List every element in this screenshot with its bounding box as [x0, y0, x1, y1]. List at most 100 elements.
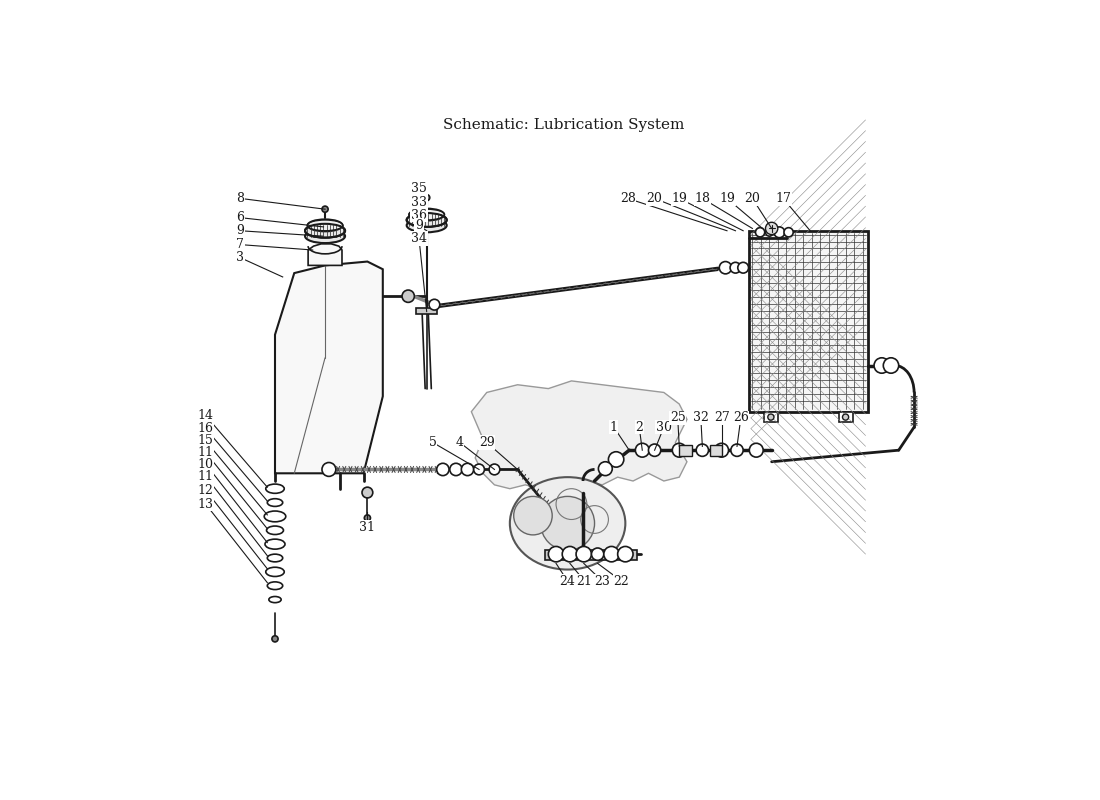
- Circle shape: [562, 546, 578, 562]
- Text: 23: 23: [594, 574, 610, 587]
- Circle shape: [541, 496, 595, 550]
- Circle shape: [576, 546, 592, 562]
- Circle shape: [774, 227, 784, 238]
- Text: 31: 31: [360, 521, 375, 534]
- Circle shape: [738, 262, 748, 273]
- Text: 7: 7: [236, 238, 244, 251]
- Bar: [416, 308, 438, 314]
- Ellipse shape: [265, 539, 285, 549]
- Text: 2: 2: [636, 421, 644, 434]
- Ellipse shape: [267, 582, 283, 590]
- Text: 22: 22: [614, 574, 629, 587]
- Text: 28: 28: [619, 192, 636, 205]
- Text: 29: 29: [478, 436, 495, 449]
- Circle shape: [766, 222, 778, 234]
- Circle shape: [592, 548, 604, 560]
- Text: 25: 25: [670, 411, 685, 424]
- Text: 13: 13: [198, 498, 213, 510]
- Circle shape: [272, 636, 278, 642]
- Polygon shape: [308, 244, 342, 266]
- Ellipse shape: [266, 484, 284, 494]
- Polygon shape: [275, 262, 383, 474]
- Text: 18: 18: [694, 192, 711, 205]
- Circle shape: [514, 496, 552, 535]
- Text: 33: 33: [411, 196, 427, 209]
- Ellipse shape: [267, 554, 283, 562]
- Ellipse shape: [409, 209, 444, 221]
- Bar: [763, 412, 778, 422]
- Circle shape: [364, 515, 371, 521]
- Polygon shape: [472, 381, 686, 489]
- Ellipse shape: [407, 218, 447, 232]
- Text: 24: 24: [560, 574, 575, 587]
- Circle shape: [843, 414, 849, 420]
- Text: 8: 8: [236, 192, 244, 205]
- Circle shape: [696, 444, 708, 456]
- Text: 6: 6: [236, 211, 244, 224]
- Bar: [711, 445, 723, 455]
- Circle shape: [874, 358, 890, 373]
- Circle shape: [784, 228, 793, 237]
- Text: 12: 12: [198, 484, 213, 497]
- Ellipse shape: [268, 597, 282, 602]
- Text: 3: 3: [236, 251, 244, 264]
- Bar: [838, 412, 853, 422]
- Circle shape: [730, 444, 744, 456]
- Circle shape: [730, 262, 741, 273]
- Ellipse shape: [307, 219, 343, 231]
- Ellipse shape: [267, 498, 283, 506]
- Circle shape: [450, 463, 462, 476]
- Text: 10: 10: [198, 458, 213, 470]
- Circle shape: [424, 194, 430, 201]
- Text: 27: 27: [714, 411, 729, 424]
- Circle shape: [883, 358, 899, 373]
- Circle shape: [768, 414, 774, 420]
- Text: 14: 14: [198, 409, 213, 422]
- Circle shape: [608, 452, 624, 467]
- Text: 20: 20: [647, 192, 662, 205]
- Text: 9: 9: [415, 219, 422, 232]
- Ellipse shape: [266, 526, 284, 534]
- Text: 16: 16: [198, 422, 213, 435]
- Text: 30: 30: [656, 421, 672, 434]
- Circle shape: [598, 462, 613, 476]
- Text: 36: 36: [411, 209, 427, 222]
- Circle shape: [719, 262, 732, 274]
- Circle shape: [362, 487, 373, 498]
- Circle shape: [636, 443, 649, 457]
- Bar: [544, 550, 637, 559]
- Circle shape: [756, 228, 764, 237]
- Text: 11: 11: [198, 470, 213, 483]
- Text: 34: 34: [411, 232, 427, 245]
- Text: 19: 19: [671, 192, 688, 205]
- Circle shape: [490, 464, 499, 475]
- Circle shape: [749, 443, 763, 457]
- Text: 5: 5: [429, 436, 437, 449]
- Circle shape: [322, 462, 335, 476]
- Text: 17: 17: [776, 192, 791, 205]
- Text: 19: 19: [719, 192, 735, 205]
- Circle shape: [649, 444, 661, 456]
- Ellipse shape: [264, 511, 286, 522]
- Text: 26: 26: [733, 411, 749, 424]
- Ellipse shape: [266, 567, 284, 577]
- Circle shape: [618, 546, 634, 562]
- Ellipse shape: [407, 213, 447, 227]
- Text: 1: 1: [609, 421, 618, 434]
- Text: 21: 21: [576, 574, 593, 587]
- Text: 9: 9: [236, 224, 244, 238]
- Circle shape: [402, 290, 415, 302]
- Circle shape: [715, 443, 728, 457]
- Ellipse shape: [510, 477, 625, 570]
- Circle shape: [437, 463, 449, 476]
- Circle shape: [548, 546, 563, 562]
- Circle shape: [429, 299, 440, 310]
- Circle shape: [766, 229, 773, 236]
- Text: 4: 4: [455, 436, 464, 449]
- Text: 11: 11: [198, 446, 213, 459]
- Circle shape: [322, 206, 328, 212]
- Ellipse shape: [305, 230, 345, 243]
- Circle shape: [474, 464, 484, 475]
- Circle shape: [461, 463, 474, 476]
- Bar: [680, 445, 692, 455]
